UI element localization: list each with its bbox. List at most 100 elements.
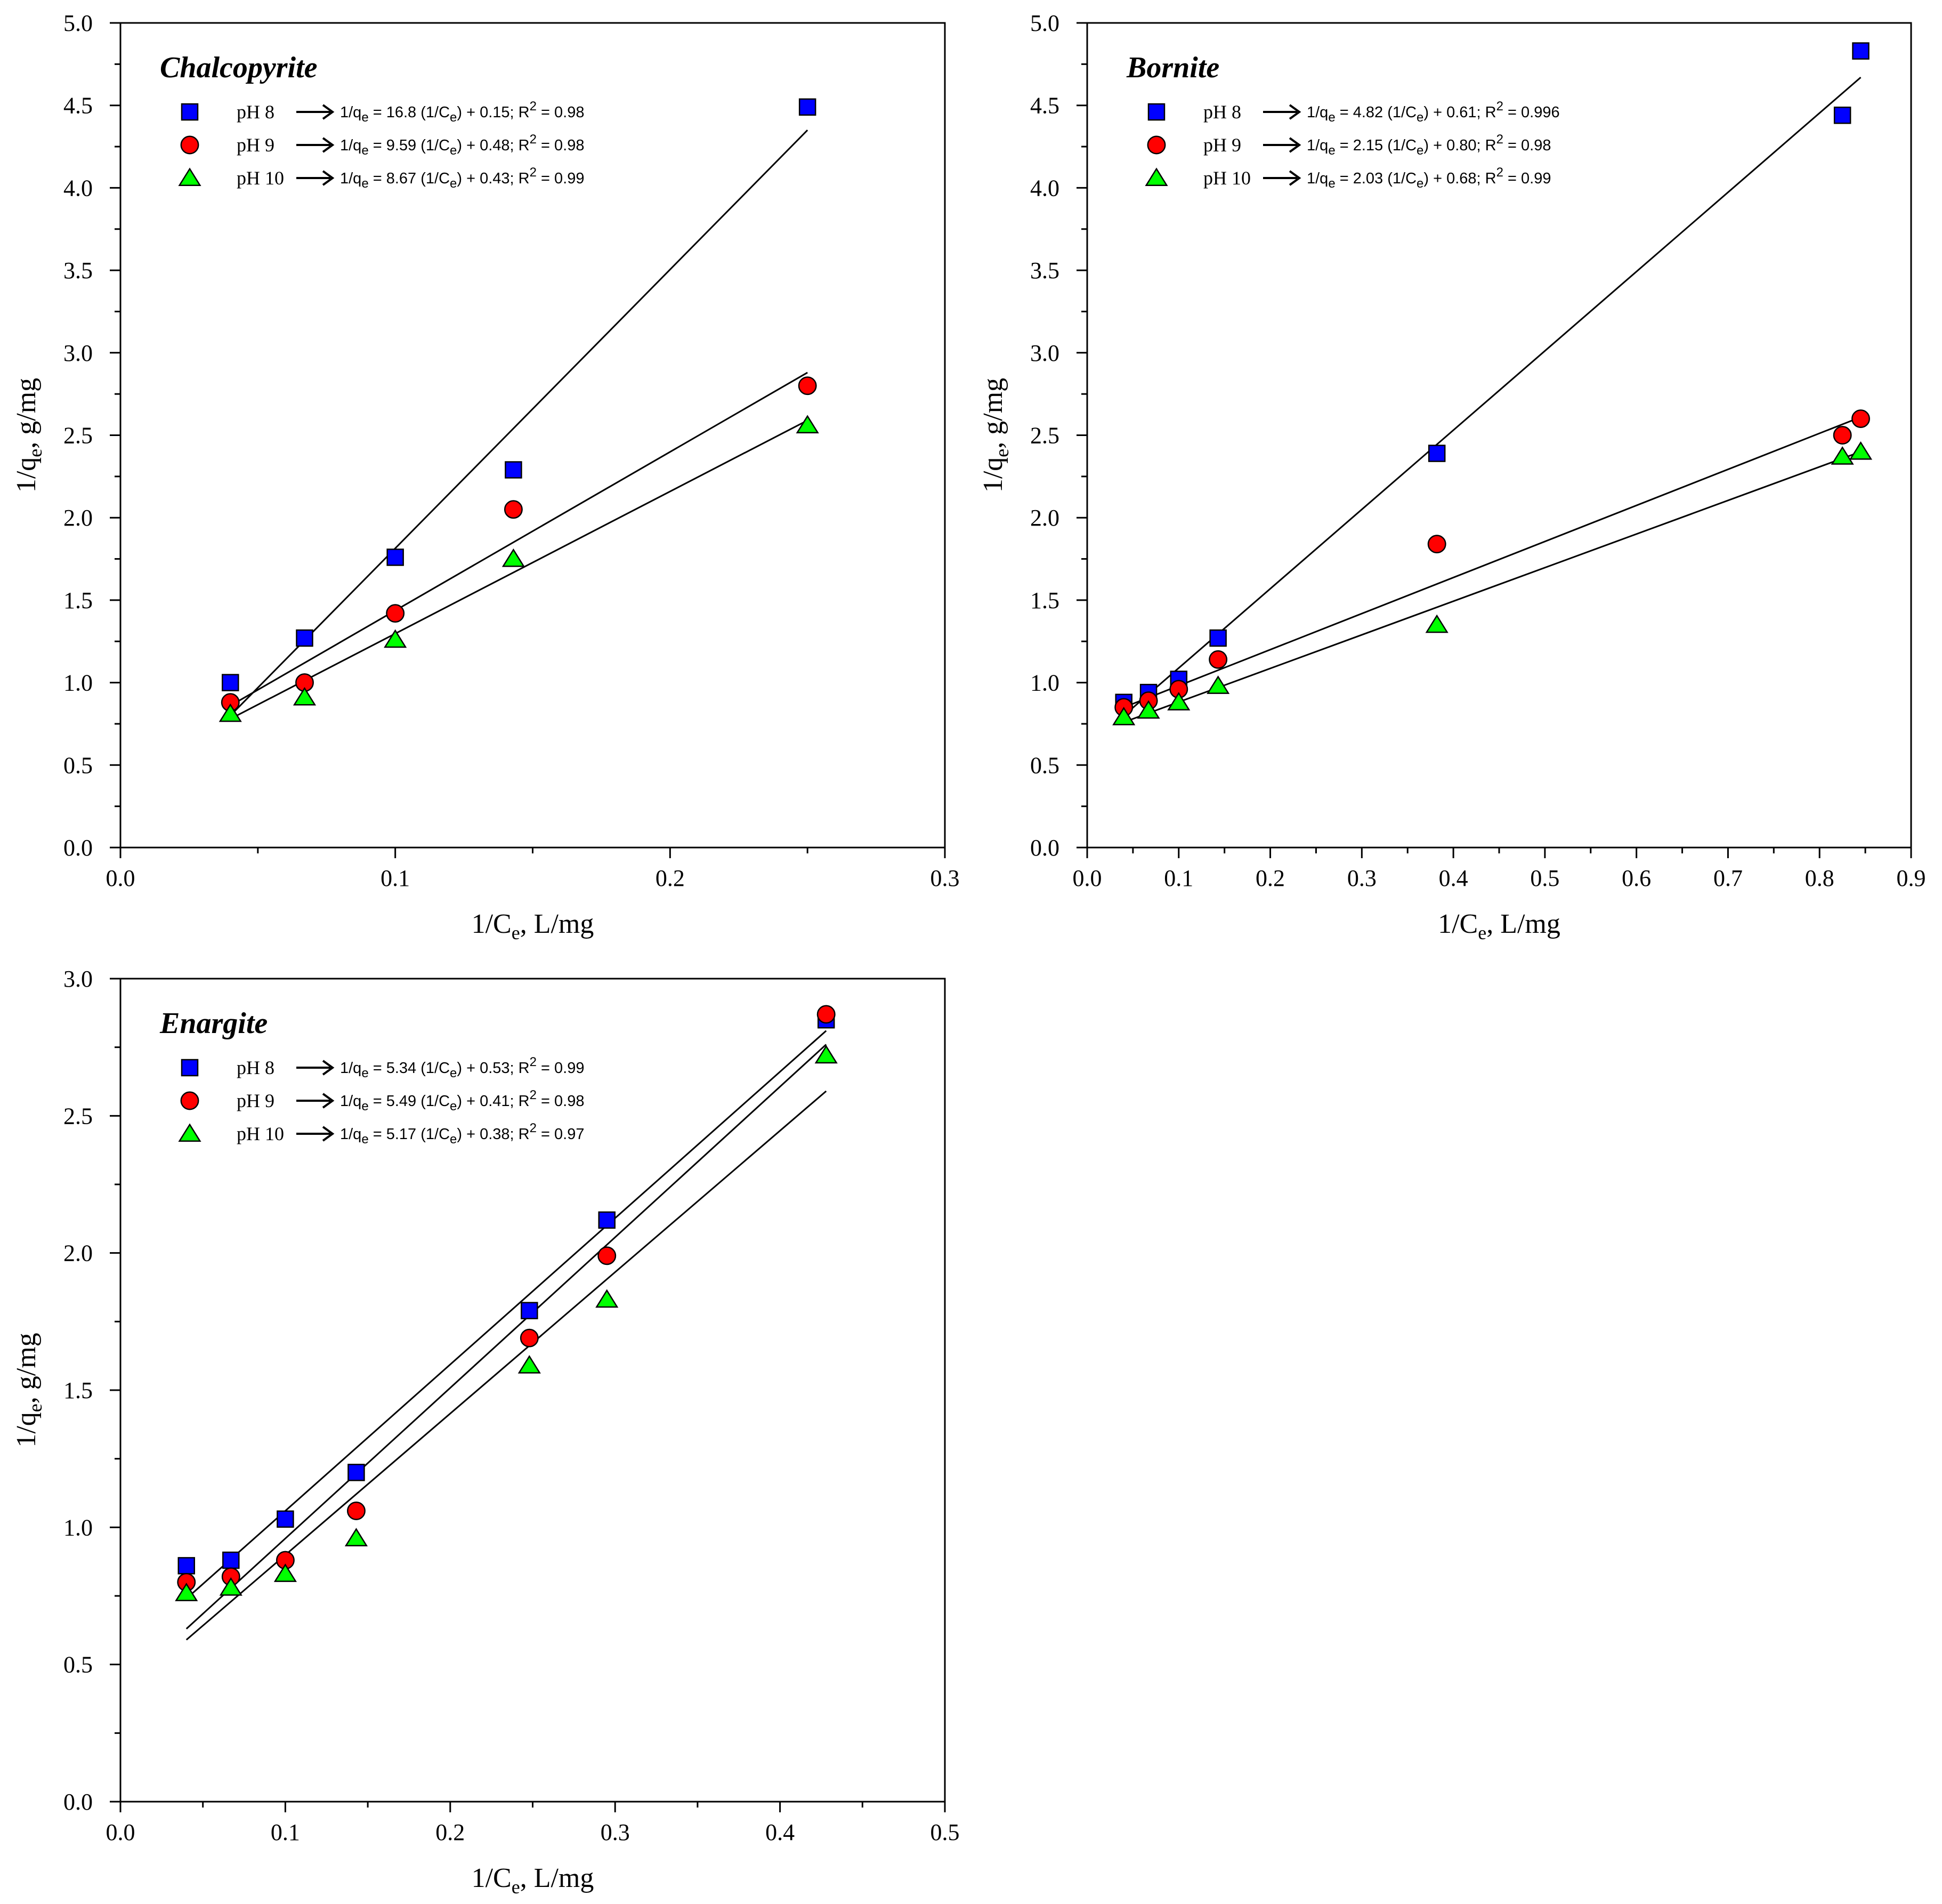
bornite-fit-line-ph10 <box>1123 451 1862 723</box>
bornite-x-tick-label: 0.4 <box>1439 865 1468 891</box>
chalcopyrite-x-tick-label: 0.3 <box>930 865 960 891</box>
enargite-point-ph8 <box>598 1211 616 1229</box>
bornite-equation-ph8: 1/qe = 4.82 (1/Ce) + 0.61; R2 = 0.996 <box>1307 99 1560 125</box>
enargite-legend-marker-ph8 <box>181 1059 199 1077</box>
bornite-legend-label-ph10: pH 10 <box>1203 167 1251 189</box>
chalcopyrite-legend-arrowhead-ph10 <box>322 170 335 186</box>
enargite-point-ph10 <box>517 1355 541 1374</box>
enargite-legend-marker-ph10 <box>178 1123 201 1142</box>
chalcopyrite-point-ph8 <box>222 674 239 691</box>
bornite-point-ph10 <box>1849 441 1873 460</box>
chalcopyrite-point-ph10 <box>796 415 819 433</box>
chalcopyrite-y-axis-title: 1/qe, g/mg <box>11 378 46 493</box>
bornite-legend-arrowhead-ph8 <box>1289 104 1301 120</box>
bornite-y-tick-label: 3.0 <box>1030 340 1059 366</box>
chalcopyrite-legend-marker-ph10 <box>178 167 201 187</box>
bornite-point-ph10 <box>1137 700 1160 719</box>
chalcopyrite-point-ph8 <box>505 461 522 479</box>
bornite-y-tick-label: 1.0 <box>1030 670 1059 696</box>
bornite-point-ph8 <box>1833 107 1851 124</box>
bornite-legend-marker-ph9 <box>1147 135 1166 155</box>
bornite-x-tick-label: 0.0 <box>1073 865 1102 891</box>
bornite-x-tick-label: 0.1 <box>1164 865 1193 891</box>
enargite-x-tick-label: 0.4 <box>765 1819 795 1845</box>
chalcopyrite-y-tick-label: 0.5 <box>63 752 93 778</box>
bornite-point-ph10 <box>1425 614 1449 633</box>
enargite-fit-line-ph8 <box>185 1030 827 1600</box>
chalcopyrite-equation-ph10: 1/qe = 8.67 (1/Ce) + 0.43; R2 = 0.99 <box>340 165 584 191</box>
bornite-point-ph8 <box>1852 42 1870 60</box>
bornite-point-ph10 <box>1167 692 1191 711</box>
bornite-equation-ph9: 1/qe = 2.15 (1/Ce) + 0.80; R2 = 0.98 <box>1307 132 1551 158</box>
bornite-y-tick-label: 4.0 <box>1030 175 1059 201</box>
enargite-x-tick-label: 0.2 <box>435 1819 465 1845</box>
chalcopyrite-panel-title: Chalcopyrite <box>160 51 318 84</box>
bornite-point-ph10 <box>1831 446 1854 465</box>
bornite-y-tick-label: 0.0 <box>1030 835 1059 861</box>
bornite-x-tick-label: 0.8 <box>1805 865 1834 891</box>
bornite-point-ph10 <box>1207 675 1230 694</box>
chalcopyrite-fit-line-ph9 <box>230 372 808 707</box>
bornite-legend-label-ph8: pH 8 <box>1203 101 1241 123</box>
bornite-y-tick-label: 5.0 <box>1030 10 1059 36</box>
bornite-point-ph9 <box>1427 535 1446 554</box>
enargite-y-tick-label: 3.0 <box>63 966 93 992</box>
chalcopyrite-y-tick-label: 4.0 <box>63 175 93 201</box>
bornite-legend-arrowhead-ph9 <box>1289 137 1301 153</box>
bornite-point-ph10 <box>1112 706 1136 725</box>
bornite-y-tick-label: 1.5 <box>1030 587 1059 614</box>
enargite-equation-ph9: 1/qe = 5.49 (1/Ce) + 0.41; R2 = 0.98 <box>340 1088 584 1114</box>
enargite-point-ph8 <box>177 1557 196 1575</box>
enargite-x-tick-label: 0.1 <box>271 1819 300 1845</box>
chalcopyrite-x-axis-title: 1/Ce, L/mg <box>472 909 594 943</box>
chalcopyrite-point-ph8 <box>386 548 404 566</box>
chalcopyrite-x-tick-label: 0.0 <box>106 865 135 891</box>
bornite-fit-line-ph9 <box>1123 416 1862 708</box>
bornite-point-ph9 <box>1209 650 1228 669</box>
enargite-equation-ph8: 1/qe = 5.34 (1/Ce) + 0.53; R2 = 0.99 <box>340 1055 584 1080</box>
enargite-point-ph9 <box>816 1005 836 1024</box>
enargite-legend-arrowhead-ph8 <box>322 1060 335 1076</box>
chalcopyrite-y-tick-label: 3.5 <box>63 257 93 284</box>
enargite-fit-line-ph9 <box>185 1044 827 1629</box>
chalcopyrite-panel: 0.0 0.1 0.2 0.3 0.0 0.5 1.0 1.5 2.0 2.5 3.0 3.5 4.0 4… <box>11 10 960 943</box>
chalcopyrite-x-tick-label: 0.2 <box>656 865 685 891</box>
bornite-panel: 0.0 0.1 0.2 0.3 0.4 0.5 0.6 0.7 0.8 0.9 0.0 0.5 1.0 1… <box>978 10 1926 943</box>
chalcopyrite-y-tick-label: 2.0 <box>63 505 93 531</box>
enargite-panel-title: Enargite <box>159 1007 268 1040</box>
chalcopyrite-y-tick-label: 2.5 <box>63 423 93 449</box>
enargite-legend-arrowhead-ph9 <box>322 1093 335 1109</box>
enargite-y-tick-label: 1.5 <box>63 1377 93 1403</box>
enargite-legend-arrowhead-ph10 <box>322 1126 335 1142</box>
bornite-y-tick-label: 0.5 <box>1030 752 1059 778</box>
bornite-x-tick-label: 0.2 <box>1256 865 1285 891</box>
enargite-y-tick-label: 2.0 <box>63 1240 93 1266</box>
bornite-x-tick-label: 0.6 <box>1622 865 1651 891</box>
enargite-x-tick-label: 0.5 <box>930 1819 960 1845</box>
bornite-x-axis-title: 1/Ce, L/mg <box>1438 909 1560 943</box>
chalcopyrite-y-tick-label: 4.5 <box>63 93 93 119</box>
chalcopyrite-point-ph10 <box>384 629 407 648</box>
bornite-panel-title: Bornite <box>1126 51 1219 84</box>
bornite-legend-marker-ph10 <box>1145 167 1168 187</box>
enargite-point-ph8 <box>347 1464 365 1481</box>
enargite-y-tick-label: 0.0 <box>63 1789 93 1815</box>
chalcopyrite-y-tick-label: 0.0 <box>63 835 93 861</box>
chalcopyrite-equation-ph8: 1/qe = 16.8 (1/Ce) + 0.15; R2 = 0.98 <box>340 99 584 125</box>
bornite-y-tick-label: 3.5 <box>1030 257 1059 284</box>
chalcopyrite-legend-arrowhead-ph9 <box>322 137 335 153</box>
chalcopyrite-legend-label-ph10: pH 10 <box>237 167 284 189</box>
bornite-equation-ph10: 1/qe = 2.03 (1/Ce) + 0.68; R2 = 0.99 <box>1307 165 1551 191</box>
chalcopyrite-fit-line-ph10 <box>230 419 808 720</box>
chalcopyrite-legend-arrowhead-ph8 <box>322 104 335 120</box>
bornite-legend-label-ph9: pH 9 <box>1203 134 1241 156</box>
enargite-fit-line-ph10 <box>185 1090 827 1641</box>
enargite-point-ph10 <box>344 1528 368 1546</box>
chalcopyrite-legend-label-ph8: pH 8 <box>237 101 274 123</box>
enargite-point-ph10 <box>273 1563 297 1582</box>
enargite-legend-label-ph9: pH 9 <box>237 1090 274 1111</box>
chalcopyrite-y-tick-label: 5.0 <box>63 10 93 36</box>
enargite-panel: 0.0 0.1 0.2 0.3 0.4 0.5 0.0 0.5 1.0 1.5 2.0 2.5 3.0 1… <box>11 966 960 1898</box>
chalcopyrite-fit-line-ph8 <box>230 130 808 716</box>
